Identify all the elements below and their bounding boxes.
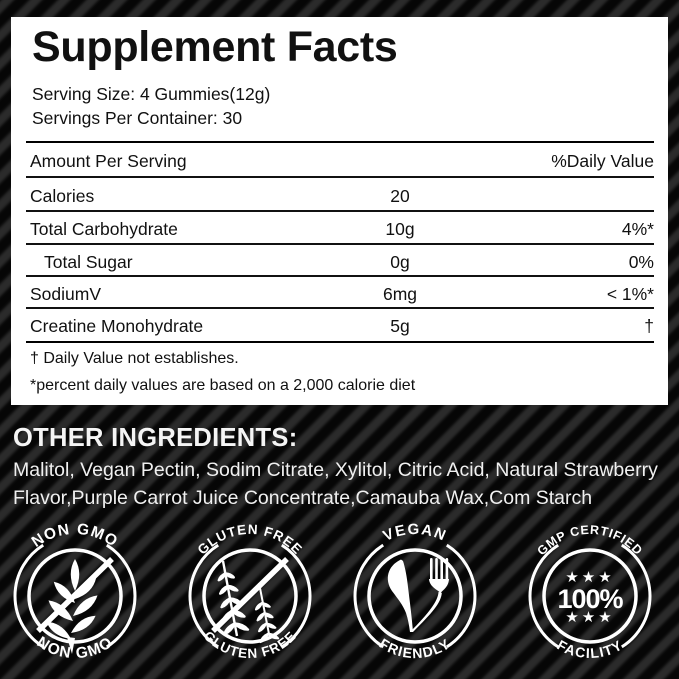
svg-text:GLUTEN FREE: GLUTEN FREE [201,628,299,661]
svg-text:FRIENDLY: FRIENDLY [377,635,454,661]
svg-text:NON GMO: NON GMO [34,634,117,663]
svg-text:★★★: ★★★ [565,569,614,586]
svg-text:★★★: ★★★ [565,609,614,626]
svg-text:VEGAN: VEGAN [381,521,450,545]
svg-text:GMP CERTIFIED: GMP CERTIFIED [535,523,646,558]
svg-text:NON GMO: NON GMO [29,521,122,551]
